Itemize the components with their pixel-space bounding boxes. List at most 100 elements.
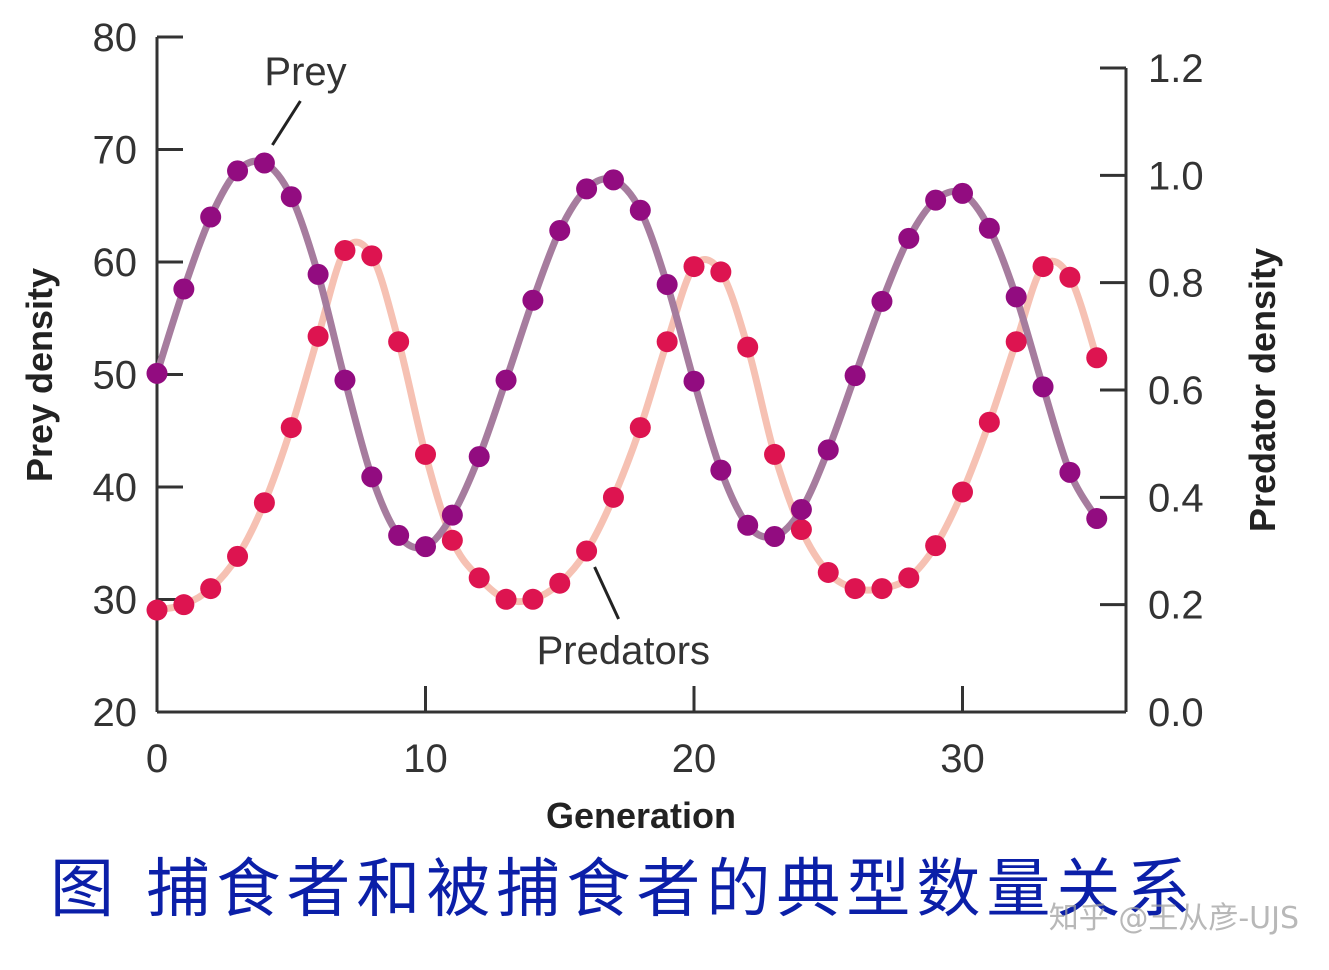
series-markers	[146, 152, 1108, 621]
predators-point	[253, 492, 275, 514]
predators-point	[1032, 256, 1054, 278]
predators-point	[737, 336, 759, 358]
prey-point	[764, 526, 786, 547]
watermark: 知乎 @王从彦-UJS	[1048, 901, 1299, 936]
predators-point	[978, 411, 1000, 433]
x-tick-label: 0	[146, 737, 168, 781]
prey-point	[1005, 286, 1027, 308]
y-left-tick-label: 70	[93, 129, 138, 173]
y-left-tick-label: 40	[93, 466, 138, 510]
predators-point	[952, 481, 973, 503]
y-right-tick-label: 0.6	[1148, 369, 1204, 413]
predators-point	[629, 417, 651, 439]
predators-point	[415, 443, 436, 465]
prey-point	[549, 220, 571, 241]
predators-point	[1005, 331, 1027, 353]
predators-point	[280, 417, 302, 439]
prey-point	[361, 466, 383, 488]
predators-point	[1059, 266, 1081, 288]
y-left-tick-label: 50	[93, 354, 138, 398]
predators-point	[764, 443, 786, 465]
prey-point	[898, 227, 920, 249]
predators-point	[549, 572, 571, 594]
prey-point	[952, 182, 973, 204]
x-tick-label: 20	[672, 737, 717, 781]
prey-point	[415, 536, 436, 558]
predators-point	[200, 578, 222, 600]
predators-point	[334, 239, 356, 261]
prey-point	[683, 370, 705, 392]
prey-point	[280, 186, 302, 208]
prey-point	[602, 169, 624, 191]
y-right-tick-label: 0.2	[1148, 584, 1204, 628]
predators-point	[173, 594, 195, 616]
y-right-axis-title: Predator density	[1242, 248, 1283, 532]
prey-leader-line	[271, 100, 302, 146]
predators-point	[871, 578, 893, 600]
prey-point	[629, 199, 651, 221]
y-right-tick-label: 0.0	[1148, 691, 1204, 735]
prey-point	[1059, 461, 1081, 483]
predators-leader-line	[593, 566, 620, 620]
y-left-tick-label: 80	[93, 16, 138, 60]
figure-caption: 图 捕食者和被捕食者的典型数量关系	[50, 853, 1197, 927]
axes: 20 30 40 50 60 70 80 0.0 0.2 0.4 0.6 0.8 1.0 1.2 0 10 20…	[93, 16, 1204, 781]
x-axis-title: Generation	[546, 795, 736, 836]
prey-point	[1032, 376, 1054, 398]
predators-point	[898, 567, 920, 589]
prey-point	[737, 514, 759, 536]
y-left-axis-title: Prey density	[19, 268, 60, 482]
x-tick-label: 10	[403, 737, 448, 781]
predators-point	[925, 535, 947, 557]
prey-point	[710, 459, 732, 481]
predators-point	[1086, 347, 1108, 369]
predators-point	[146, 599, 168, 621]
prey-point	[253, 152, 275, 174]
prey-point	[978, 217, 1000, 239]
prey-point	[146, 362, 168, 384]
predators-point	[790, 519, 812, 541]
predators-point	[522, 588, 544, 610]
y-right-tick-label: 0.4	[1148, 476, 1204, 520]
predators-point	[441, 529, 463, 551]
prey-point	[871, 290, 893, 312]
y-right-tick-label: 1.2	[1148, 47, 1204, 91]
prey-point	[200, 206, 222, 228]
predators-label: Predators	[537, 629, 710, 673]
prey-point	[495, 369, 517, 391]
prey-label: Prey	[264, 50, 346, 94]
prey-point	[790, 499, 812, 520]
predators-point	[468, 567, 490, 589]
predators-point	[602, 486, 624, 508]
predator-prey-chart: 20 30 40 50 60 70 80 0.0 0.2 0.4 0.6 0.8 1.0 1.2 0 10 20…	[19, 16, 1283, 836]
predators-point	[227, 545, 249, 567]
prey-point	[227, 160, 249, 182]
predators-point	[817, 561, 839, 583]
predators-point	[307, 325, 329, 347]
prey-point	[334, 369, 356, 391]
y-left-tick-label: 30	[93, 579, 138, 623]
prey-point	[925, 189, 947, 211]
prey-point	[307, 263, 329, 285]
predators-point	[576, 540, 598, 562]
y-right-tick-label: 0.8	[1148, 262, 1204, 306]
predators-point	[710, 261, 732, 283]
y-left-tick-label: 60	[93, 241, 138, 285]
predators-point	[656, 331, 678, 353]
series-lines	[153, 157, 1101, 614]
annotations: Prey Predators	[264, 50, 710, 673]
predators-point	[495, 588, 517, 610]
prey-point	[656, 274, 678, 295]
predators-point	[683, 256, 705, 278]
x-tick-label: 30	[940, 737, 985, 781]
predators-point	[844, 578, 866, 600]
prey-point	[576, 178, 598, 200]
predators-point	[388, 331, 410, 353]
prey-point	[844, 365, 866, 387]
prey-point	[468, 446, 490, 468]
prey-point	[441, 504, 463, 526]
prey-point	[522, 289, 544, 311]
prey-point	[817, 439, 839, 461]
predators-point	[361, 245, 383, 267]
prey-point	[388, 524, 410, 546]
